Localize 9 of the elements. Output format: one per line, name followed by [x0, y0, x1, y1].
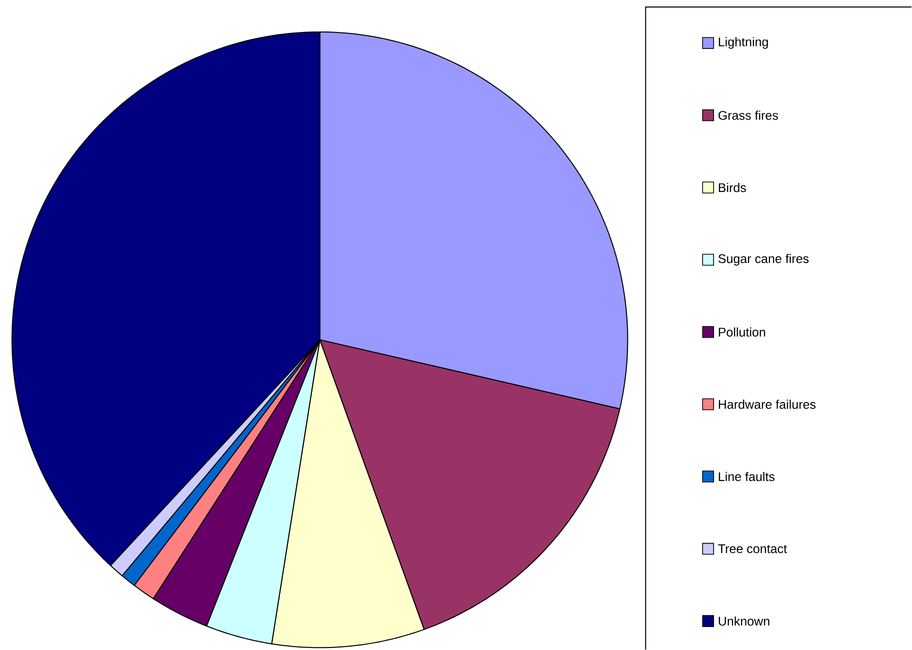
legend-label: Birds: [718, 182, 746, 192]
legend-label: Grass fires: [718, 110, 778, 120]
legend-label: Lightning: [718, 37, 768, 49]
legend-label: Line faults: [718, 472, 775, 482]
legend-label: Hardware failures: [718, 400, 816, 409]
legend-label: Unknown: [718, 616, 770, 626]
legend-label: Tree contact: [718, 544, 787, 554]
legend-label: Pollution: [718, 327, 766, 337]
legend-label: Sugar cane fires: [718, 254, 809, 266]
